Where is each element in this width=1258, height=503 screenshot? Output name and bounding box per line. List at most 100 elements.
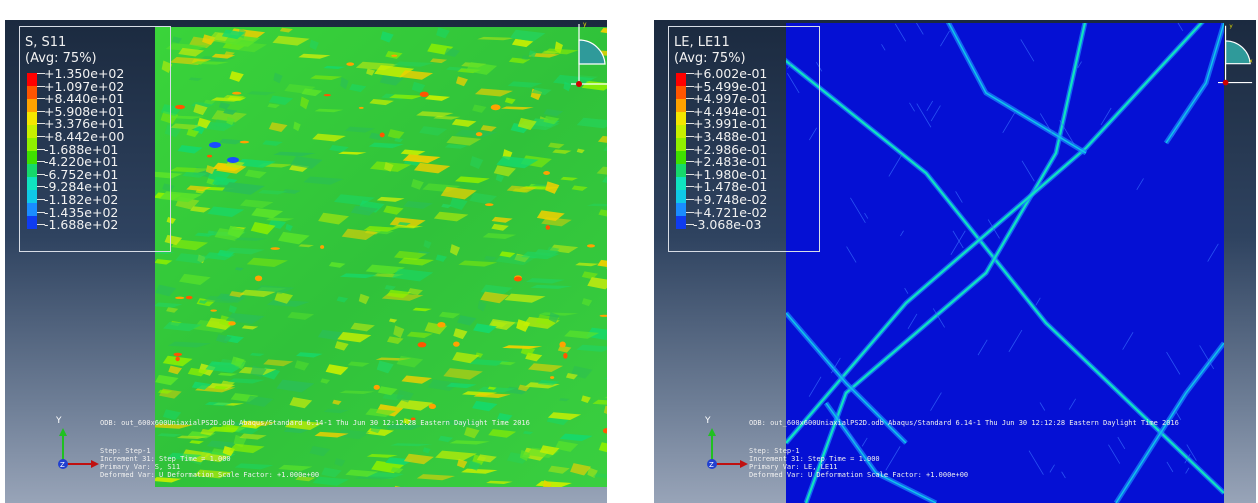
contour-patch [350,322,375,332]
contour-patch [603,377,607,380]
legend-swatch [27,99,37,112]
contour-patch [525,278,565,284]
viewport-strain-le11[interactable]: LE, LE11 (Avg: 75%) +6.002e-01 +5.499e-0… [654,20,1256,503]
micro-crack [815,458,827,478]
contour-patch [600,27,607,34]
contour-patch [239,289,276,297]
micro-crack [952,230,964,249]
triad-y-label: Y [56,416,62,426]
contour-patch [203,99,216,105]
contour-patch [266,299,310,307]
contour-patch [472,104,487,113]
contour-patch [500,106,534,110]
contour-patch [229,443,265,454]
legend-tick [686,148,694,162]
contour-patch [452,351,480,364]
contour-patch [239,433,267,440]
legend-value: -1.182e+02 [44,191,119,207]
contour-patch [530,284,573,289]
contour-patch [383,205,404,215]
contour-patch [314,108,344,113]
contour-patch [438,311,461,319]
contour-patch [157,389,173,394]
contour-patch [390,443,433,447]
legend-tick [37,110,45,124]
stress-hotspot [228,321,236,326]
contour-patch [339,273,379,279]
contour-patch [476,454,497,463]
contour-patch [164,234,183,246]
shear-bands [786,23,1224,503]
contour-patch [403,418,411,425]
contour-patch [218,102,231,110]
contour-patch [366,68,376,76]
legend-title: S, S11 [25,35,67,50]
stress-hotspot [550,376,555,379]
contour-patch [229,71,244,82]
contour-patch [545,181,560,194]
contour-patch [329,145,349,152]
stress-hotspot [231,91,242,95]
contour-patch [179,273,211,285]
legend-tick [686,224,694,237]
contour-patch [497,413,513,422]
contour-patch [430,58,448,64]
contour-patch [263,359,294,367]
contour-patch [469,192,497,205]
contour-patch [333,194,376,206]
micro-crack [950,230,966,255]
odb-info: ODB: out_600x600UniaxialPS2D.odb Abaqus/… [100,419,530,427]
contour-patch [395,399,434,411]
legend-value: +1.350e+02 [44,66,125,81]
increment-info: Increment 31: Step Time = 1.000 [749,455,880,463]
step-info: Step: Step-1 [100,447,151,455]
micro-crack [1122,332,1134,350]
contour-patch [312,476,350,486]
legend-swatch [27,73,37,86]
stress-hotspot [239,140,250,144]
view-orientation-icon[interactable]: y x [1218,20,1254,94]
stress-hotspot [410,417,416,421]
contour-patch [233,237,267,241]
contour-patch [446,382,477,389]
view-orientation-icon[interactable]: y [571,20,607,94]
contour-patch [182,171,208,178]
contour-patch [202,453,229,463]
contour-patch [189,440,204,445]
contour-patch [206,440,238,449]
contour-patch [403,453,434,465]
contour-patch [294,360,310,371]
micro-crack [786,73,800,94]
contour-patch [554,440,579,452]
contour-patch [198,300,208,304]
legend-value: +8.442e+00 [44,128,125,144]
viewport-stress-s11[interactable]: S, S11 (Avg: 75%) +1.350e+02 +1.097e+02 … [5,20,607,503]
contour-patch [251,208,284,219]
micro-crack [1035,297,1041,306]
legend-swatch [676,138,686,151]
contour-patch [340,77,349,90]
contour-patch [376,196,405,202]
legend-value: +1.980e-01 [693,166,768,182]
contour-patch [380,31,394,43]
contour-patch [468,460,481,471]
contour-patch [401,375,433,384]
contour-patch [477,300,487,312]
viewcube-y-label: y [1229,24,1233,30]
legend-averaging: (Avg: 75%) [25,51,97,66]
legend-value: +5.499e-01 [693,78,768,94]
contour-patch [167,341,211,348]
contour-patch [538,312,579,316]
micro-crack [881,44,886,51]
legend-tick [37,186,45,199]
contour-patch [284,420,323,430]
contour-patch [187,367,208,377]
contour-patch [310,75,343,80]
contour-patch [354,476,397,480]
contour-patch [155,477,182,483]
legend-value: +3.376e+01 [44,116,125,132]
shear-band [1115,342,1224,503]
contour-patch [488,429,517,438]
stress-hotspot [563,352,568,359]
contour-plot-s11 [155,27,607,487]
